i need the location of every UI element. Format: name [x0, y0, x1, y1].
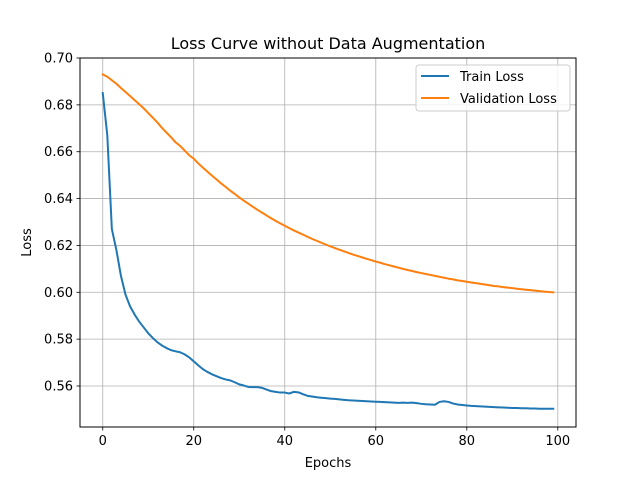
legend: Train Loss Validation Loss [415, 64, 571, 112]
y-tick-label: 0.62 [44, 239, 73, 254]
y-tick-label: 0.70 [44, 52, 73, 67]
x-tick-label: 60 [368, 434, 385, 449]
axis-ticks: 0 20 40 60 80 100 0.56 0.58 0.60 0.62 0.64 0.66 0.68… [44, 52, 570, 450]
y-tick-label: 0.56 [44, 380, 73, 395]
x-tick-label: 40 [276, 434, 293, 449]
series-line-train-loss [101, 92, 555, 410]
y-tick-label: 0.58 [44, 333, 73, 348]
chart-title: Loss Curve without Data Augmentation [171, 34, 486, 53]
y-tick-label: 0.64 [44, 192, 73, 207]
legend-label-validation-loss: Validation Loss [460, 92, 557, 107]
plot-frame [79, 57, 577, 428]
x-axis-label: Epochs [305, 456, 352, 471]
x-tick-label: 100 [545, 434, 570, 449]
series-line-validation-loss [101, 73, 555, 294]
series-layer [101, 73, 555, 410]
y-tick-label: 0.68 [44, 98, 73, 113]
y-tick-label: 0.60 [44, 286, 73, 301]
x-tick-label: 20 [185, 434, 202, 449]
x-tick-label: 80 [459, 434, 476, 449]
x-tick-label: 0 [99, 434, 107, 449]
legend-box [415, 64, 571, 112]
y-tick-label: 0.66 [44, 145, 73, 160]
legend-label-train-loss: Train Loss [459, 70, 524, 85]
y-axis-label: Loss [20, 228, 35, 257]
